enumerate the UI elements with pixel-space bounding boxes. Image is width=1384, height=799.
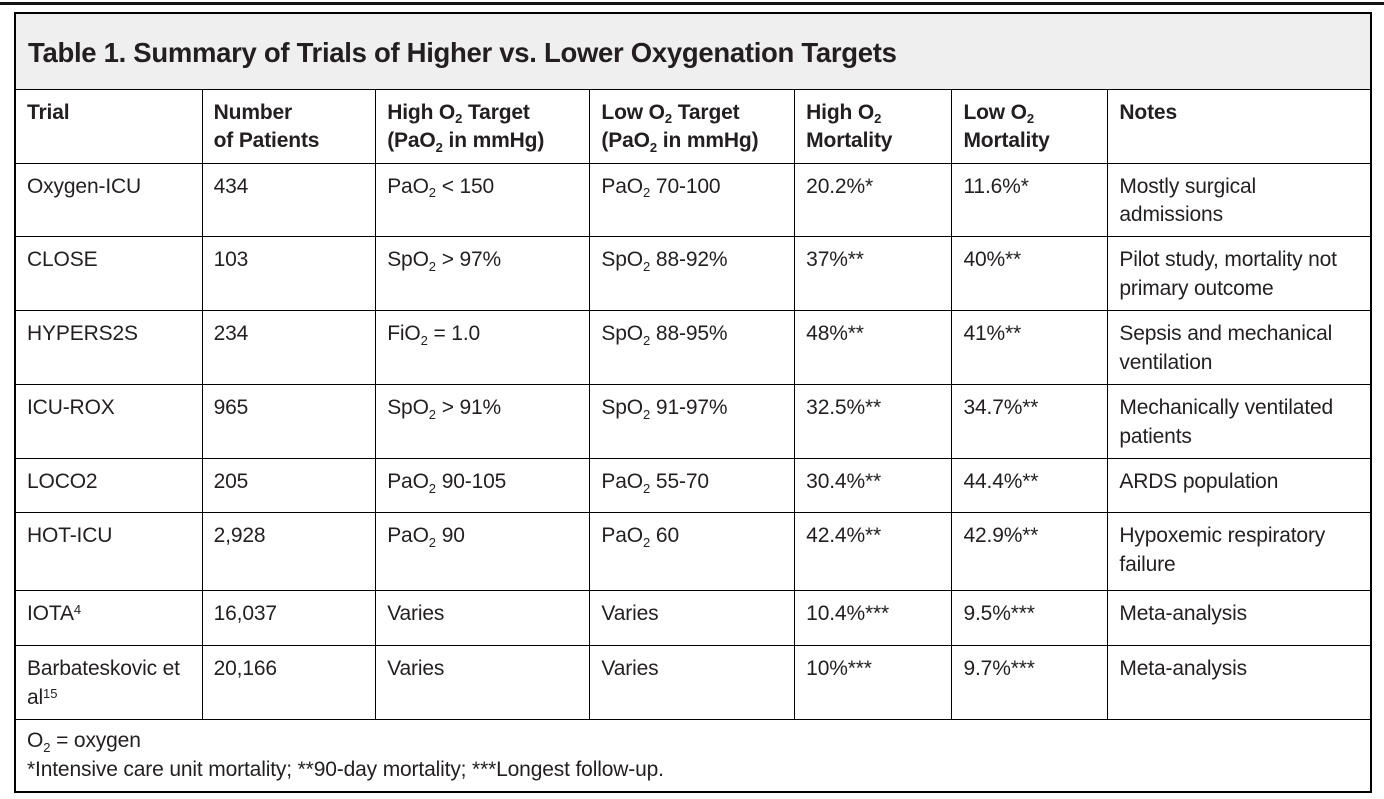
footnote-row: O2 = oxygen *Intensive care unit mortali… [14, 719, 1372, 793]
cell-trial: Oxygen-ICU [14, 162, 203, 238]
cell-low-target: Varies [589, 645, 796, 721]
cell-low-mortality: 42.9%** [951, 512, 1109, 592]
column-header-high-mortality: High O2 Mortality [794, 88, 953, 164]
table-row: LOCO2 205 PaO2 90-105 PaO2 55-70 30.4%** 44.4… [14, 458, 1372, 514]
page-top-rule [0, 2, 1384, 5]
table-row: Oxygen-ICU 434 PaO2 < 150 PaO2 70-100 20.2%*… [14, 162, 1372, 238]
cell-low-target: SpO2 91-97% [589, 384, 796, 460]
cell-low-target: PaO2 55-70 [589, 458, 796, 514]
cell-notes: Sepsis and mechanical ventilation [1107, 310, 1372, 386]
column-header-low-mortality: Low O2 Mortality [951, 88, 1109, 164]
table-row: CLOSE 103 SpO2 > 97% SpO2 88-92% 37%** 40%** P… [14, 236, 1372, 312]
cell-low-target: PaO2 70-100 [589, 162, 796, 238]
summary-table-container: Table 1. Summary of Trials of Higher vs.… [14, 12, 1372, 794]
cell-notes: Mechanically ventilated patients [1107, 384, 1372, 460]
table-row: IOTA4 16,037 Varies Varies 10.4%*** 9.5%*** Me… [14, 590, 1372, 647]
cell-notes: Meta-analysis [1107, 645, 1372, 721]
cell-notes: Meta-analysis [1107, 590, 1372, 647]
cell-notes: ARDS population [1107, 458, 1372, 514]
table-row: Barbateskovic et al15 20,166 Varies Varies 1… [14, 645, 1372, 721]
cell-low-mortality: 34.7%** [951, 384, 1109, 460]
cell-high-mortality: 10.4%*** [794, 590, 953, 647]
header-row: Trial Number of Patients High O2 Target … [14, 88, 1372, 164]
cell-patients: 965 [201, 384, 377, 460]
cell-high-target: FiO2 = 1.0 [375, 310, 591, 386]
cell-high-mortality: 48%** [794, 310, 953, 386]
cell-high-target: SpO2 > 91% [375, 384, 591, 460]
cell-low-target: PaO2 60 [589, 512, 796, 592]
cell-high-target: SpO2 > 97% [375, 236, 591, 312]
cell-low-mortality: 44.4%** [951, 458, 1109, 514]
cell-low-mortality: 9.7%*** [951, 645, 1109, 721]
cell-patients: 2,928 [201, 512, 377, 592]
cell-patients: 205 [201, 458, 377, 514]
oxygenation-trials-table: Table 1. Summary of Trials of Higher vs.… [14, 12, 1372, 794]
cell-high-target: PaO2 < 150 [375, 162, 591, 238]
cell-high-mortality: 42.4%** [794, 512, 953, 592]
cell-high-target: PaO2 90-105 [375, 458, 591, 514]
cell-high-mortality: 32.5%** [794, 384, 953, 460]
footnote-cell: O2 = oxygen *Intensive care unit mortali… [14, 719, 1372, 793]
footnote-mortality-definitions: *Intensive care unit mortality; **90-day… [27, 758, 664, 782]
cell-trial: ICU-ROX [14, 384, 203, 460]
cell-low-mortality: 11.6%* [951, 162, 1109, 238]
cell-low-mortality: 41%** [951, 310, 1109, 386]
cell-notes: Mostly surgical admissions [1107, 162, 1372, 238]
cell-high-mortality: 37%** [794, 236, 953, 312]
cell-low-target: Varies [589, 590, 796, 647]
cell-patients: 20,166 [201, 645, 377, 721]
column-header-low-target: Low O2 Target (PaO2 in mmHg) [589, 88, 796, 164]
column-header-patients: Number of Patients [201, 88, 377, 164]
cell-patients: 103 [201, 236, 377, 312]
cell-trial: CLOSE [14, 236, 203, 312]
cell-high-mortality: 20.2%* [794, 162, 953, 238]
cell-trial: LOCO2 [14, 458, 203, 514]
cell-high-mortality: 10%*** [794, 645, 953, 721]
table-row: HYPERS2S 234 FiO2 = 1.0 SpO2 88-95% 48%** 41%… [14, 310, 1372, 386]
column-header-trial: Trial [14, 88, 203, 164]
table-body: Oxygen-ICU 434 PaO2 < 150 PaO2 70-100 20.2%*… [14, 162, 1372, 721]
table-row: ICU-ROX 965 SpO2 > 91% SpO2 91-97% 32.5%** 34… [14, 384, 1372, 460]
cell-trial: Barbateskovic et al15 [14, 645, 203, 721]
cell-trial: HOT-ICU [14, 512, 203, 592]
footnote-oxygen-definition: O2 = oxygen [27, 729, 141, 755]
cell-low-mortality: 40%** [951, 236, 1109, 312]
column-header-notes: Notes [1107, 88, 1372, 164]
cell-high-mortality: 30.4%** [794, 458, 953, 514]
table-title: Table 1. Summary of Trials of Higher vs.… [14, 12, 1372, 90]
cell-notes: Pilot study, mortality not primary outco… [1107, 236, 1372, 312]
cell-trial: IOTA4 [14, 590, 203, 647]
cell-low-target: SpO2 88-92% [589, 236, 796, 312]
table-row: HOT-ICU 2,928 PaO2 90 PaO2 60 42.4%** 42.9%**… [14, 512, 1372, 592]
cell-high-target: Varies [375, 590, 591, 647]
cell-high-target: Varies [375, 645, 591, 721]
column-header-high-target: High O2 Target (PaO2 in mmHg) [375, 88, 591, 164]
cell-low-mortality: 9.5%*** [951, 590, 1109, 647]
cell-notes: Hypoxemic respiratory failure [1107, 512, 1372, 592]
title-row: Table 1. Summary of Trials of Higher vs.… [14, 12, 1372, 90]
cell-patients: 434 [201, 162, 377, 238]
cell-patients: 16,037 [201, 590, 377, 647]
cell-trial: HYPERS2S [14, 310, 203, 386]
cell-high-target: PaO2 90 [375, 512, 591, 592]
cell-low-target: SpO2 88-95% [589, 310, 796, 386]
cell-patients: 234 [201, 310, 377, 386]
